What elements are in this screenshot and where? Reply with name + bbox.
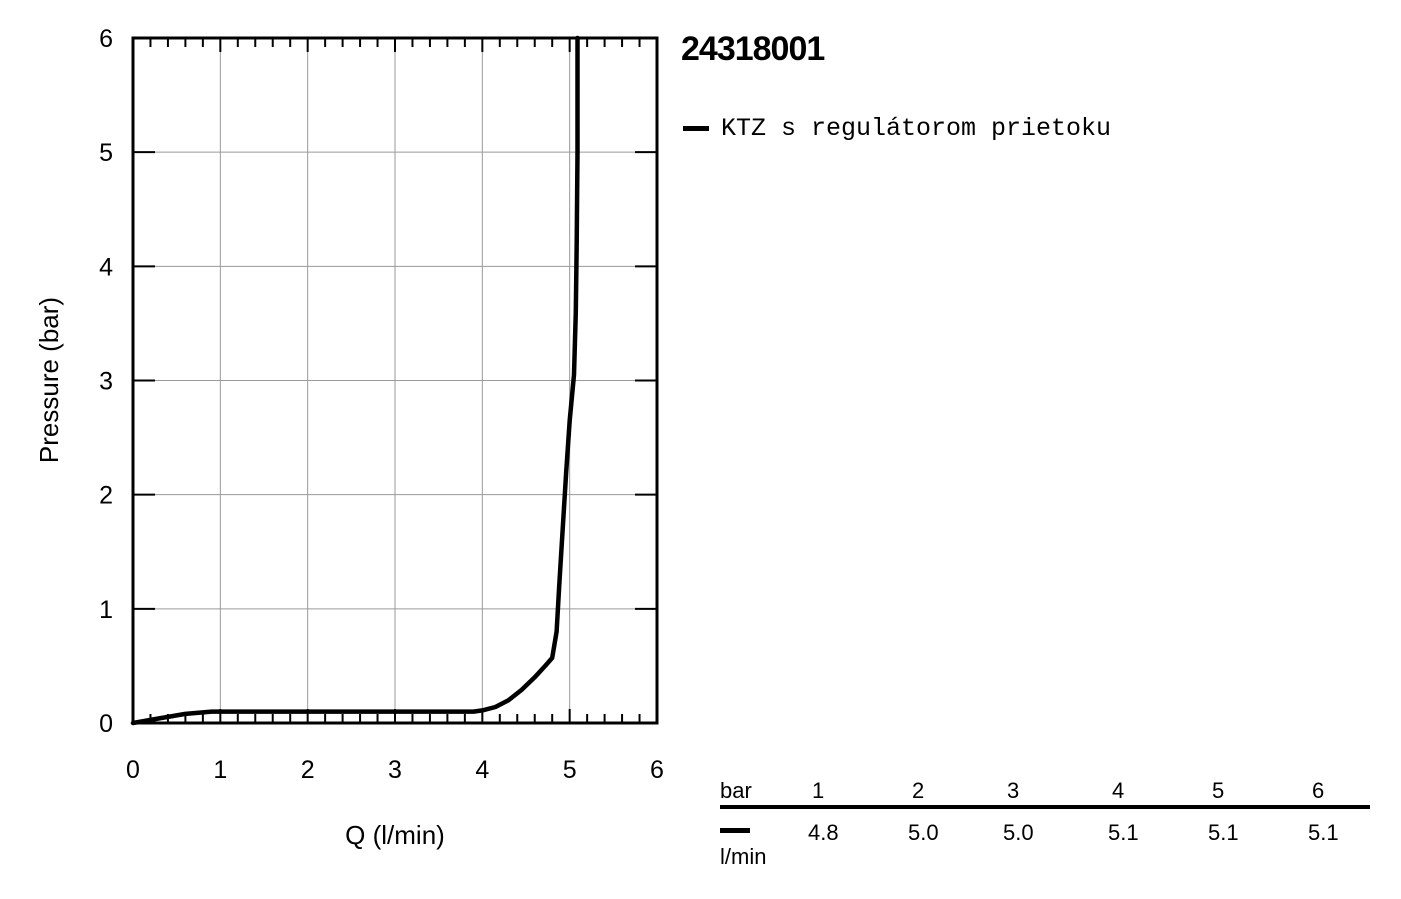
plot-frame [131,36,659,725]
y-tick-label: 1 [99,596,113,624]
x-tick-label: 5 [563,756,577,784]
table-col-header: 3 [1007,778,1020,803]
y-tick-label: 5 [99,139,113,167]
chart-grid [133,38,657,723]
y-tick-label: 2 [99,482,113,510]
y-tick-labels: 0 1 2 3 4 5 6 [99,25,113,738]
table-col-header: 6 [1312,778,1325,803]
x-tick-label: 1 [213,756,227,784]
table-col-header: 1 [812,778,825,803]
y-tick-label: 4 [99,253,113,281]
table-value: 5.0 [1003,820,1034,845]
legend-swatch [683,126,709,131]
table-value: 5.1 [1208,820,1239,845]
table-col-header: 5 [1212,778,1225,803]
table-col-header: 2 [912,778,925,803]
x-tick-label: 2 [301,756,315,784]
y-tick-label: 0 [99,710,113,738]
table-header-unit: bar [720,778,752,803]
flow-table: bar 1 2 3 4 5 6 4.8 5.0 5.0 5.1 5.1 5.1 … [720,778,1370,878]
legend-label: KTZ s regulátorom prietoku [721,114,1112,143]
table-value: 5.0 [908,820,939,845]
table-rule [720,805,1370,809]
table-unit: l/min [720,844,767,869]
legend: KTZ s regulátorom prietoku [683,114,1111,143]
x-tick-label: 3 [388,756,402,784]
table-value: 4.8 [808,820,839,845]
x-tick-label: 0 [126,756,140,784]
x-axis-label: Q (l/min) [345,820,445,850]
product-title: 24318001 [681,30,825,68]
y-axis-label: Pressure (bar) [34,297,64,463]
x-tick-labels: 0 1 2 3 4 5 6 [126,756,664,784]
x-tick-label: 4 [475,756,489,784]
y-tick-label: 6 [99,25,113,53]
y-tick-label: 3 [99,368,113,396]
series-line-ktz [130,35,580,726]
table-col-header: 4 [1112,778,1125,803]
table-value: 5.1 [1108,820,1139,845]
x-tick-label: 6 [650,756,664,784]
table-value: 5.1 [1308,820,1339,845]
table-series-swatch [720,828,750,833]
